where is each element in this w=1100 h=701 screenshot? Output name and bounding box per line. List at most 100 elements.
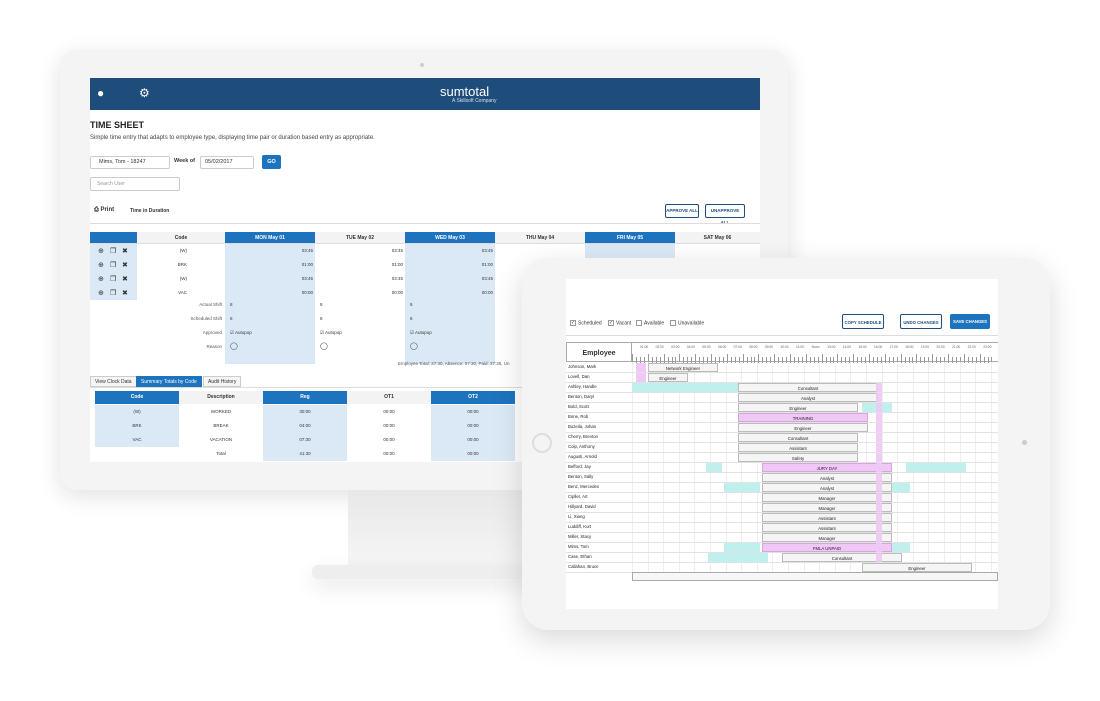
schedule-row[interactable]: Mims, Tom FMLA UNPAID (566, 543, 998, 553)
schedule-row[interactable]: Colp, Anthony Assistant (566, 443, 998, 453)
shift-bar[interactable]: Safety (738, 453, 858, 462)
schedule-row[interactable]: Li, Xiang Assistant (566, 513, 998, 523)
copy-icon[interactable]: ❐ (110, 276, 117, 283)
search-user-input[interactable]: Search User (90, 177, 180, 191)
schedule-row[interactable]: Benz, Mercedes Analyst (566, 483, 998, 493)
shift-bar[interactable] (724, 483, 760, 492)
time-cell[interactable]: 01:00 (301, 262, 313, 267)
shift-bar[interactable]: Engineer (648, 373, 688, 382)
approved-checkbox[interactable]: ☑ Autopop (320, 330, 342, 335)
day-header[interactable]: TUE May 02 (315, 232, 405, 244)
copy-icon[interactable]: ❐ (110, 262, 117, 269)
schedule-row[interactable]: Bozeila, Johan Engineer (566, 423, 998, 433)
delete-icon[interactable]: ✖ (122, 248, 128, 255)
checkbox-checked[interactable]: ✓ (570, 320, 576, 326)
shift-bar[interactable]: Engineer (862, 563, 972, 572)
delete-icon[interactable]: ✖ (122, 262, 128, 269)
time-cell[interactable]: 00:00 (481, 290, 493, 295)
tab-audit-history[interactable]: Audit History (203, 376, 242, 387)
shift-bar[interactable]: Assistant (738, 443, 858, 452)
schedule-row[interactable]: Benton, Daryl Analyst (566, 393, 998, 403)
time-cell[interactable]: 03:45 (301, 276, 313, 281)
shift-bar[interactable] (892, 543, 910, 552)
add-icon[interactable]: ⊕ (98, 262, 104, 269)
shift-bar[interactable] (892, 483, 910, 492)
schedule-row[interactable]: Bold, Scott Engineer (566, 403, 998, 413)
comment-icon[interactable]: ◯ (230, 343, 238, 350)
day-header[interactable]: FRI May 05 (585, 232, 675, 244)
day-header[interactable]: THU May 04 (495, 232, 585, 244)
shift-bar[interactable]: Engineer (738, 403, 858, 412)
time-cell[interactable]: 03:45 (301, 248, 313, 253)
schedule-row[interactable]: Cipller, Art Manager (566, 493, 998, 503)
comment-icon[interactable]: ◯ (410, 343, 418, 350)
tab-view-clock-data[interactable]: View Clock Data (90, 376, 137, 387)
time-cell[interactable]: 00:00 (391, 290, 403, 295)
shift-bar[interactable] (636, 373, 646, 382)
add-icon[interactable]: ⊕ (98, 276, 104, 283)
shift-bar[interactable]: Network Engineer (648, 363, 718, 372)
approve-all-button[interactable]: APPROVE ALL (665, 204, 699, 218)
tab-summary-totals[interactable]: Summary Totals by Code (136, 376, 202, 387)
shift-bar[interactable] (906, 463, 966, 472)
day-header[interactable]: SAT May 06 (675, 232, 760, 244)
time-cell[interactable]: 03:45 (481, 248, 493, 253)
shift-bar[interactable] (706, 463, 722, 472)
add-icon[interactable]: ⊕ (98, 290, 104, 297)
shift-bar[interactable]: TRAINING (738, 413, 868, 422)
schedule-row[interactable]: Befford, Jay JURY DAY (566, 463, 998, 473)
shift-bar[interactable]: FMLA UNPAID (762, 543, 892, 552)
user-settings-icon[interactable]: ⚙ (139, 86, 150, 100)
approved-checkbox[interactable]: ☑ Autopop (230, 330, 252, 335)
schedule-row[interactable]: Augusti, Arnold Safety (566, 453, 998, 463)
copy-schedule-button[interactable]: COPY SCHEDULE (842, 314, 884, 329)
shift-bar[interactable]: Analyst (762, 473, 892, 482)
unapprove-all-button[interactable]: UNAPPROVE ALL (705, 204, 745, 225)
shift-bar[interactable]: Analyst (762, 483, 892, 492)
shift-bar[interactable]: Analyst (738, 393, 878, 402)
week-date-input[interactable]: 05/02/2017 (200, 156, 254, 169)
checkbox[interactable] (636, 320, 642, 326)
time-cell[interactable]: 03:45 (481, 276, 493, 281)
shift-bar[interactable]: Consultant (782, 553, 902, 562)
filter-vacant[interactable]: ✓ Vacant (608, 320, 631, 326)
shift-bar[interactable] (708, 553, 768, 562)
schedule-row[interactable]: Luddiff, Kurt Assistant (566, 523, 998, 533)
filter-unavailable[interactable]: Unavailable (670, 320, 704, 326)
time-cell[interactable]: 01:00 (391, 262, 403, 267)
shift-bar[interactable]: Manager (762, 503, 892, 512)
shift-bar[interactable] (636, 363, 646, 372)
schedule-row[interactable]: Benton, Sally Analyst (566, 473, 998, 483)
shift-bar[interactable]: Assistant (762, 513, 892, 522)
filter-available[interactable]: Available (636, 320, 664, 326)
go-button[interactable]: GO (262, 155, 281, 169)
checkbox[interactable] (670, 320, 676, 326)
print-button[interactable]: ⎙ Print (94, 207, 115, 213)
shift-bar[interactable]: Manager (762, 533, 892, 542)
time-cell[interactable]: 03:45 (391, 276, 403, 281)
schedule-row[interactable]: Hillyard, David Manager (566, 503, 998, 513)
shift-bar[interactable]: Engineer (738, 423, 868, 432)
delete-icon[interactable]: ✖ (122, 290, 128, 297)
shift-bar[interactable]: JURY DAY (762, 463, 892, 472)
copy-icon[interactable]: ❐ (110, 290, 117, 297)
add-icon[interactable]: ⊕ (98, 248, 104, 255)
shift-bar[interactable]: Assistant (762, 523, 892, 532)
schedule-row[interactable]: Lovell, Dan Engineer (566, 373, 998, 383)
shift-bar[interactable]: Consultant (738, 433, 858, 442)
approved-checkbox[interactable]: ☑ Autopop (410, 330, 432, 335)
comment-icon[interactable]: ◯ (320, 343, 328, 350)
delete-icon[interactable]: ✖ (122, 276, 128, 283)
time-cell[interactable]: 00:00 (301, 290, 313, 295)
filter-scheduled[interactable]: ✓ Scheduled (570, 320, 602, 326)
schedule-row[interactable]: Cherry, Brenton Consultant (566, 433, 998, 443)
shift-bar[interactable] (724, 543, 760, 552)
copy-icon[interactable]: ❐ (110, 248, 117, 255)
time-cell[interactable]: 03:45 (391, 248, 403, 253)
horizontal-scrollbar[interactable] (632, 572, 998, 581)
schedule-row[interactable]: Johnson, Mark Network Engineer (566, 363, 998, 373)
shift-bar[interactable]: Manager (762, 493, 892, 502)
schedule-row[interactable]: Ashley, Handle Consultant (566, 383, 998, 393)
day-header[interactable]: MON May 01 (225, 232, 315, 244)
shift-bar[interactable]: Consultant (738, 383, 878, 392)
